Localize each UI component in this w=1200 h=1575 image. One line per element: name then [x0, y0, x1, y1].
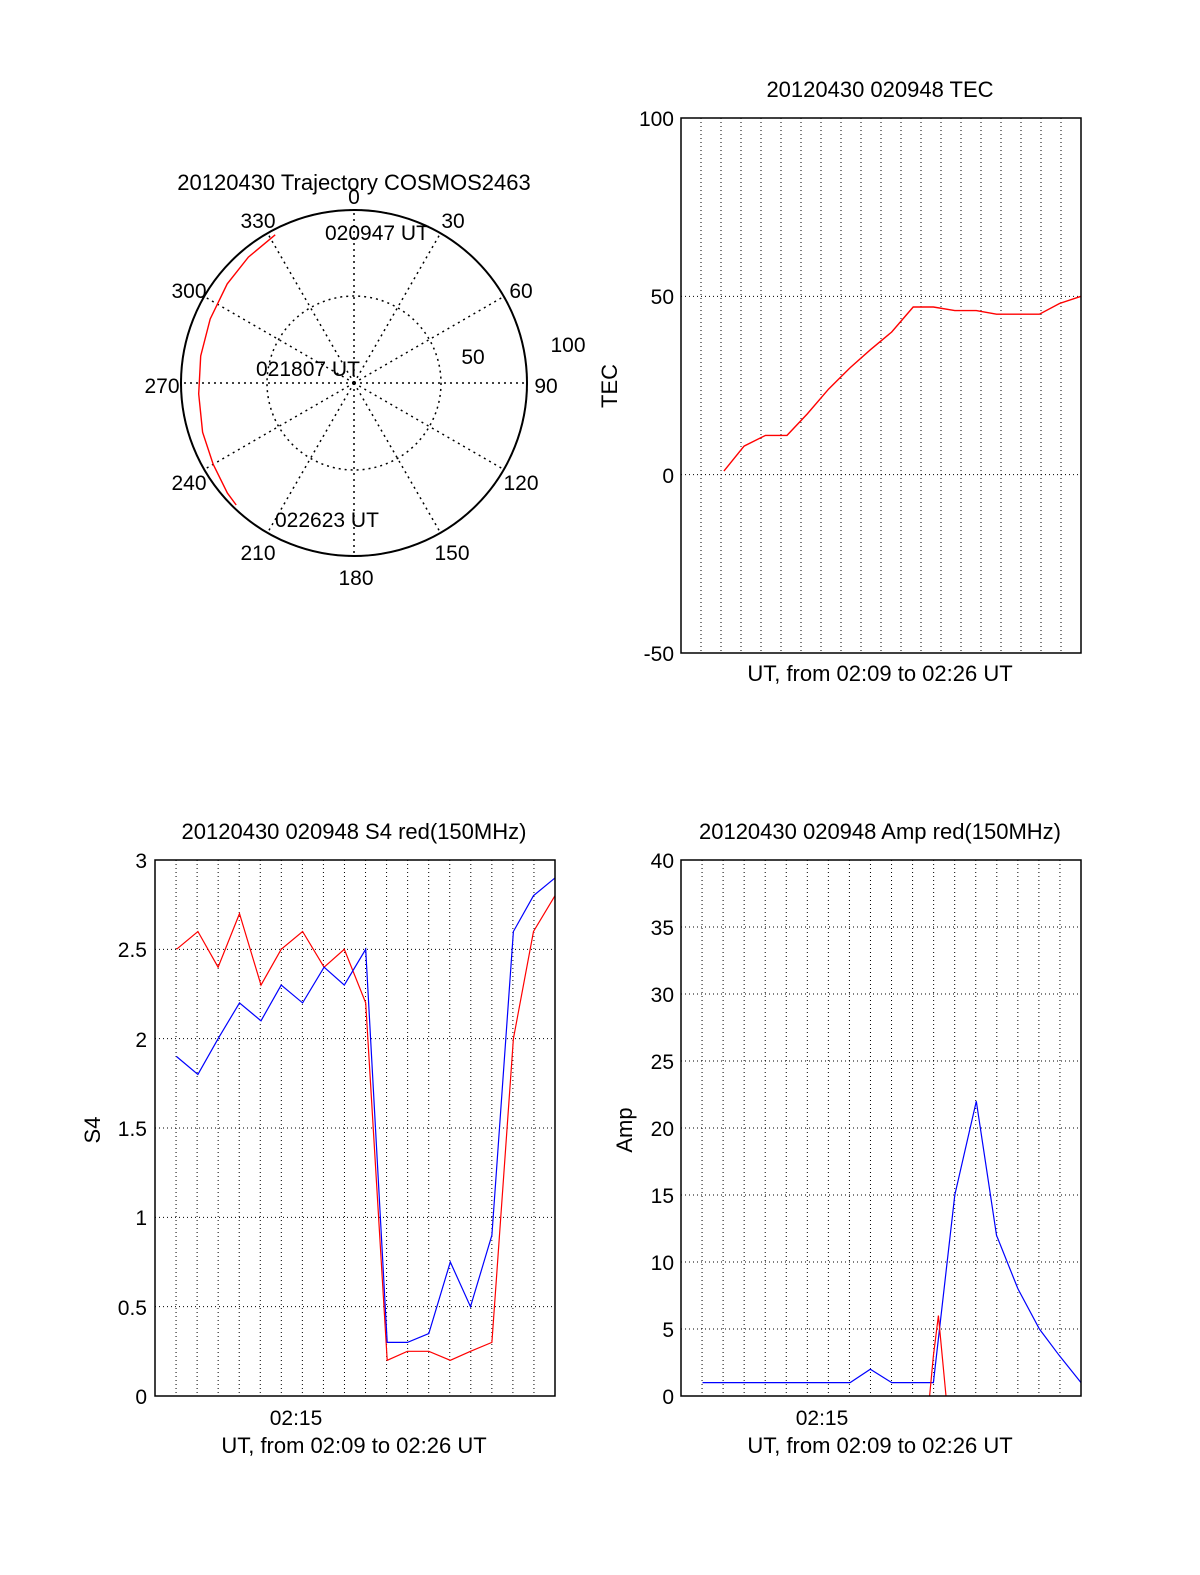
- polar-spokes: [181, 210, 527, 556]
- polar-angle-label-30: 30: [441, 210, 464, 233]
- s4-ytick-label-1: 1: [135, 1207, 147, 1230]
- s4-ylabel: S4: [80, 1117, 105, 1144]
- s4-grid: [155, 860, 555, 1396]
- polar-outer-circle: [180, 209, 528, 557]
- polar-angle-label-0: 0: [348, 186, 360, 209]
- amp-ytick-label-30: 30: [651, 984, 674, 1007]
- tec-ylabel: TEC: [597, 364, 622, 408]
- amp-ytick-label-25: 25: [651, 1051, 674, 1074]
- s4-ytick-label-0: 0: [135, 1386, 147, 1409]
- tec-series-line: [723, 295, 1082, 472]
- polar-angle-label-150: 150: [434, 542, 469, 565]
- polar-annotation-start: 020947 UT: [325, 222, 429, 245]
- polar-spoke-300: [203, 295, 355, 384]
- polar-angle-label-210: 210: [240, 542, 275, 565]
- polar-angle-label-90: 90: [534, 375, 557, 398]
- amp-blue-series-line: [702, 1101, 1082, 1384]
- polar-spoke-240: [203, 382, 355, 471]
- amp-ytick-label-5: 5: [662, 1319, 674, 1342]
- polar-spoke-210: [266, 382, 355, 534]
- polar-angle-label-120: 120: [503, 472, 538, 495]
- amp-ylabel: Amp: [612, 1107, 637, 1152]
- amp-ytick-label-10: 10: [651, 1252, 674, 1275]
- amp-xtick-label: 02:15: [796, 1407, 849, 1430]
- amp-axes-frame: [680, 859, 1082, 1397]
- polar-annotation-mid: 021807 UT: [256, 358, 360, 381]
- polar-spoke-60: [353, 295, 505, 384]
- tec-axes-frame: [680, 117, 1082, 654]
- tec-ytick-label-50: 50: [651, 286, 674, 309]
- amp-panel: 20120430 020948 Amp red(150MHz) 0 5 10 1…: [612, 819, 1082, 1458]
- tec-title: 20120430 020948 TEC: [766, 77, 993, 102]
- polar-spoke-120: [353, 382, 505, 471]
- amp-ytick-label-40: 40: [651, 850, 674, 873]
- s4-ytick-label-2.5: 2.5: [118, 939, 147, 962]
- amp-ytick-label-35: 35: [651, 917, 674, 940]
- polar-spoke-30: [353, 232, 442, 384]
- tec-ytick-label-100: 100: [639, 108, 674, 131]
- polar-angle-label-240: 240: [171, 472, 206, 495]
- s4-blue-series-line: [176, 877, 556, 1344]
- tec-xlabel: UT, from 02:09 to 02:26 UT: [747, 661, 1012, 686]
- polar-title: 20120430 Trajectory COSMOS2463: [177, 170, 530, 195]
- s4-title: 20120430 020948 S4 red(150MHz): [182, 819, 527, 844]
- s4-ytick-label-3: 3: [135, 850, 147, 873]
- polar-grid: [180, 209, 528, 557]
- polar-radius-label-100: 100: [550, 334, 585, 357]
- amp-red-series-line: [929, 1315, 947, 1397]
- amp-ytick-label-20: 20: [651, 1118, 674, 1141]
- s4-xtick-label: 02:15: [270, 1407, 323, 1430]
- polar-angle-label-60: 60: [509, 280, 532, 303]
- s4-xlabel: UT, from 02:09 to 02:26 UT: [221, 1433, 486, 1458]
- tec-grid: [681, 118, 1081, 653]
- s4-axes-frame: [154, 859, 556, 1397]
- polar-annotation-end: 022623 UT: [275, 509, 379, 532]
- polar-panel: 20120430 Trajectory COSMOS2463 0 30 60 9…: [144, 170, 585, 590]
- tec-ytick-label-0: 0: [662, 465, 674, 488]
- amp-grid: [681, 860, 1081, 1396]
- tec-panel: 20120430 020948 TEC -50 0 50 100 TEC UT,…: [597, 77, 1082, 686]
- polar-spoke-150: [353, 382, 442, 534]
- polar-radius-label-50: 50: [461, 346, 484, 369]
- polar-angle-label-270: 270: [144, 375, 179, 398]
- polar-angle-label-330: 330: [240, 210, 275, 233]
- amp-ytick-label-0: 0: [662, 1386, 674, 1409]
- s4-ytick-label-2: 2: [135, 1029, 147, 1052]
- polar-trajectory-line: [197, 234, 276, 506]
- s4-red-series-line: [176, 895, 556, 1362]
- polar-spoke-330: [266, 232, 355, 384]
- s4-ytick-label-0.5: 0.5: [118, 1297, 147, 1320]
- polar-angle-label-300: 300: [171, 280, 206, 303]
- amp-ytick-label-15: 15: [651, 1185, 674, 1208]
- s4-panel: 20120430 020948 S4 red(150MHz) 0 0.5 1 1…: [80, 819, 556, 1458]
- amp-title: 20120430 020948 Amp red(150MHz): [699, 819, 1061, 844]
- amp-xlabel: UT, from 02:09 to 02:26 UT: [747, 1433, 1012, 1458]
- s4-ytick-label-1.5: 1.5: [118, 1118, 147, 1141]
- polar-angle-label-180: 180: [338, 567, 373, 590]
- tec-ytick-label-neg50: -50: [644, 643, 674, 666]
- polar-grid-circle-50: [266, 295, 442, 471]
